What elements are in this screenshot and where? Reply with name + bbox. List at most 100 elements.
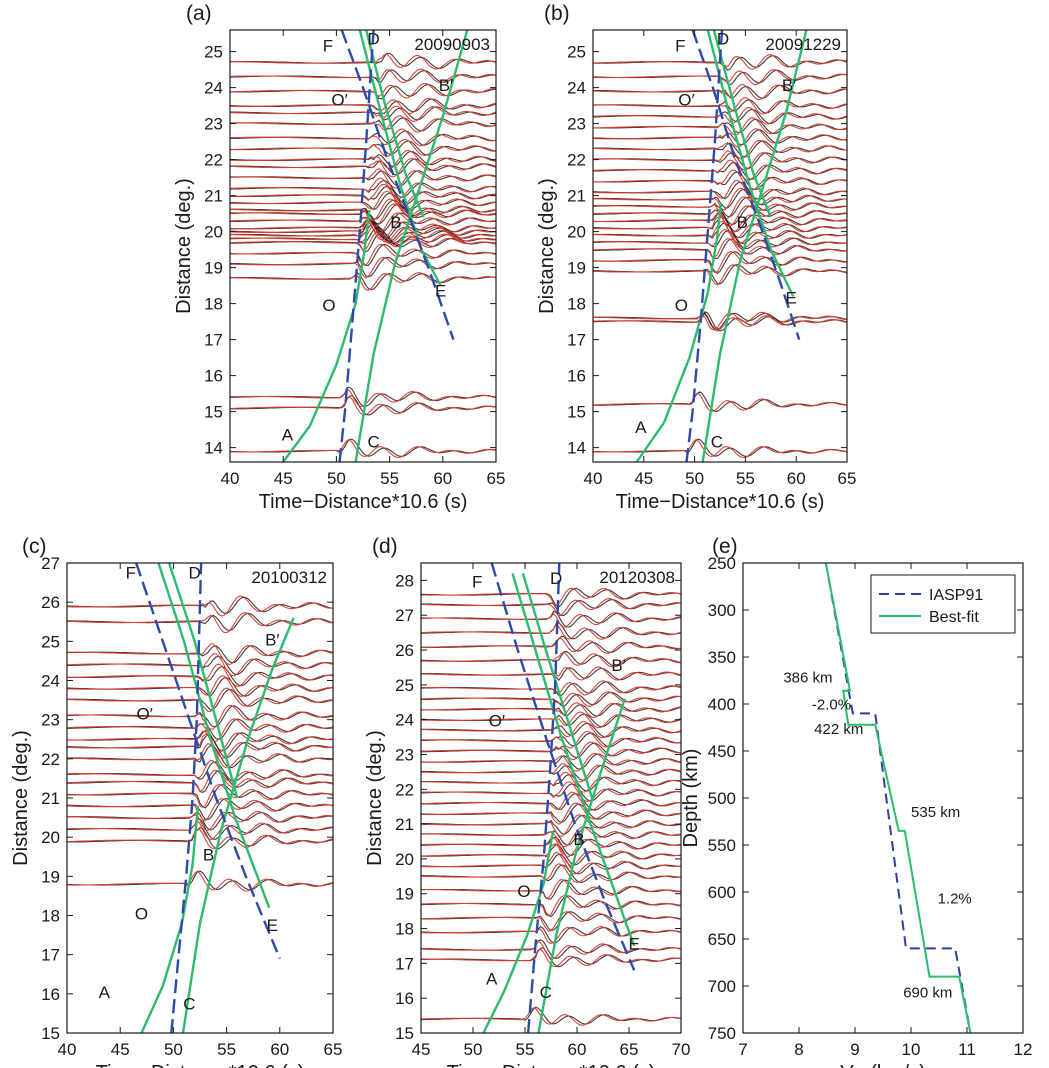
observed-trace bbox=[421, 1006, 681, 1025]
observed-trace bbox=[593, 181, 847, 200]
synthetic-trace bbox=[421, 612, 681, 628]
synthetic-trace bbox=[67, 733, 333, 759]
y-tick-label: 21 bbox=[204, 187, 223, 206]
solid-series-line bbox=[635, 202, 723, 462]
event-id: 20090903 bbox=[414, 35, 490, 54]
panel-c-chart: (c) F D O′ B′ B E O A C 20100312 40 45 50 55 60 65 15 16 17… bbox=[10, 535, 342, 1068]
y-tick-label: 25 bbox=[204, 43, 223, 62]
x-tick-label: 45 bbox=[412, 1040, 431, 1059]
synthetic-trace bbox=[593, 117, 847, 136]
y-tick-label: 17 bbox=[567, 331, 586, 350]
y-tick-label: 17 bbox=[395, 954, 414, 973]
model-lines bbox=[824, 562, 972, 1034]
model-lines bbox=[482, 563, 636, 1033]
x-tick-label: 50 bbox=[327, 469, 346, 488]
synthetic-trace bbox=[421, 587, 681, 607]
synthetic-trace bbox=[230, 219, 496, 243]
y-tick-label: 15 bbox=[395, 1024, 414, 1043]
synthetic-trace bbox=[67, 643, 333, 666]
synthetic-trace bbox=[67, 783, 333, 808]
synthetic-trace bbox=[230, 157, 496, 178]
y-tick-label: 750 bbox=[708, 1024, 736, 1043]
synthetic-trace bbox=[230, 105, 496, 122]
observed-trace bbox=[421, 843, 681, 866]
synthetic-trace bbox=[593, 169, 847, 191]
synthetic-trace bbox=[67, 675, 333, 697]
solid-series-line bbox=[167, 563, 239, 799]
solid-series-line bbox=[354, 30, 469, 462]
y-tick-label: 24 bbox=[41, 672, 60, 691]
panel-label: (e) bbox=[712, 535, 738, 558]
synthetic-trace bbox=[421, 895, 681, 917]
synthetic-trace bbox=[593, 97, 847, 115]
y-tick-label: 25 bbox=[567, 43, 586, 62]
x-axis-label: Time−Distance*10.6 (s) bbox=[259, 491, 468, 513]
panel-label: (a) bbox=[186, 2, 212, 25]
synthetic-trace bbox=[593, 313, 847, 332]
x-tick-label: 55 bbox=[516, 1040, 535, 1059]
y-tick-label: 20 bbox=[395, 850, 414, 869]
annotation-label: C bbox=[711, 433, 723, 452]
synthetic-trace bbox=[593, 251, 847, 274]
synthetic-trace bbox=[230, 198, 496, 222]
x-tick-label: 60 bbox=[433, 469, 452, 488]
observed-trace bbox=[593, 438, 847, 457]
synthetic-trace bbox=[230, 212, 496, 235]
annotation-label: D bbox=[550, 569, 562, 588]
synthetic-trace bbox=[593, 179, 847, 200]
observed-trace bbox=[67, 870, 333, 891]
y-tick-label: 21 bbox=[567, 187, 586, 206]
observed-trace bbox=[230, 140, 496, 156]
solid-series-line bbox=[521, 573, 594, 801]
annotation-label: O bbox=[322, 296, 335, 315]
solid-series-line bbox=[824, 562, 972, 1034]
dashed-series-line bbox=[824, 562, 972, 1034]
model-lines bbox=[282, 30, 469, 462]
observed-trace bbox=[67, 730, 333, 752]
x-tick-label: 65 bbox=[324, 1040, 343, 1059]
observed-trace bbox=[593, 188, 847, 209]
observed-trace bbox=[421, 803, 681, 824]
synthetic-trace bbox=[230, 203, 496, 227]
synthetic-trace bbox=[421, 624, 681, 640]
observed-trace bbox=[421, 853, 681, 875]
annotation-label: O bbox=[675, 296, 688, 315]
annotation-label: D bbox=[189, 564, 201, 583]
x-tick-label: 55 bbox=[736, 469, 755, 488]
observed-trace bbox=[230, 130, 496, 146]
annotation-label: -2.0% bbox=[812, 697, 851, 714]
annotation-label: E bbox=[629, 934, 640, 953]
observed-trace bbox=[421, 635, 681, 653]
dashed-series-line bbox=[526, 563, 561, 1033]
y-tick-label: 14 bbox=[567, 439, 586, 458]
synthetic-trace bbox=[230, 272, 496, 291]
annotation-label: A bbox=[99, 983, 111, 1002]
synthetic-trace bbox=[230, 82, 496, 99]
legend-box bbox=[870, 574, 1016, 634]
synthetic-trace bbox=[421, 814, 681, 837]
x-tick-label: 45 bbox=[274, 469, 293, 488]
annotation-label: A bbox=[635, 418, 647, 437]
observed-trace bbox=[593, 391, 847, 412]
panel-label: (d) bbox=[372, 535, 398, 558]
synthetic-trace bbox=[230, 97, 496, 115]
synthetic-trace bbox=[593, 128, 847, 148]
x-tick-label: 40 bbox=[221, 469, 240, 488]
synthetic-trace bbox=[421, 802, 681, 825]
plot-frame bbox=[229, 29, 497, 463]
panel-label: (c) bbox=[22, 535, 47, 558]
y-tick-label: 550 bbox=[708, 836, 736, 855]
observed-trace bbox=[593, 140, 847, 158]
panel-b-chart: (b) F D O′ B′ B E O A C 20091229 40 45 50 55 60 65 14 15 16… bbox=[536, 2, 856, 513]
x-tick-label: 65 bbox=[487, 469, 506, 488]
y-tick-label: 16 bbox=[567, 367, 586, 386]
y-tick-label: 17 bbox=[41, 946, 60, 965]
annotation-label: B′ bbox=[611, 656, 626, 675]
synthetic-trace bbox=[230, 128, 496, 147]
y-axis-label: Distance (deg.) bbox=[10, 730, 32, 866]
annotation-label: F bbox=[472, 572, 482, 591]
observed-trace bbox=[67, 705, 333, 728]
observed-trace bbox=[421, 793, 681, 811]
y-tick-label: 350 bbox=[708, 648, 736, 667]
y-axis-label: Depth (km) bbox=[680, 749, 702, 848]
